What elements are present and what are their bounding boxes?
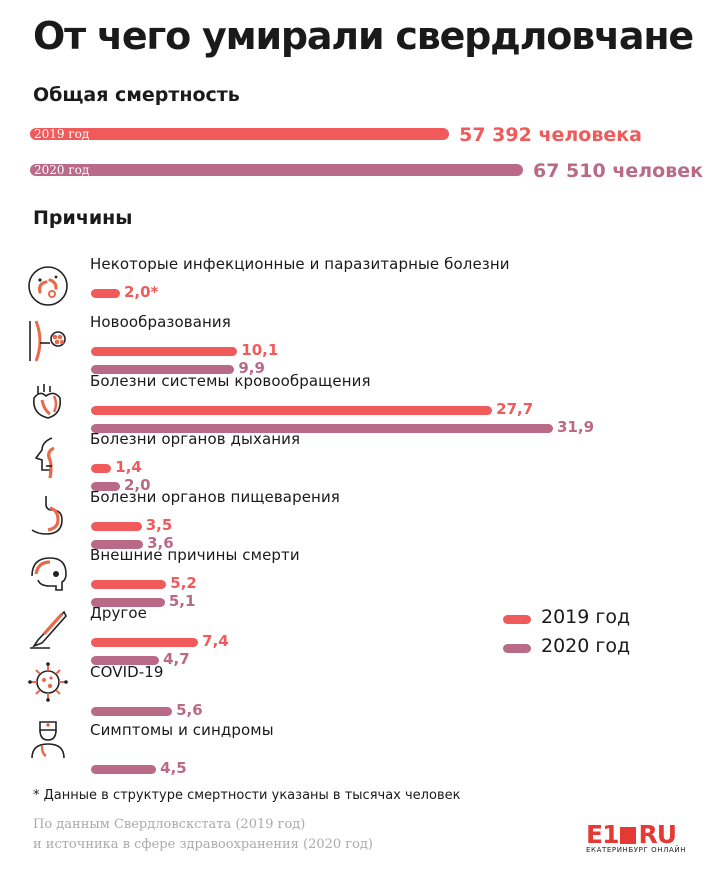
cause-label: Болезни органов пищеварения [90,488,340,506]
cause-label: COVID-19 [90,663,164,681]
bar-value-label: 4,7 [163,650,190,668]
skull-icon [26,552,70,596]
total-bar-1 [30,164,523,176]
total-value: 57 392 человека [459,124,642,146]
bar-value-label: 5,6 [176,701,203,719]
logo-main-text: E1 [586,820,619,849]
cause-label: Болезни органов дыхания [90,430,301,448]
cause-label: Симптомы и синдромы [90,721,274,739]
cause-label: Некоторые инфекционные и паразитарные бо… [90,255,510,273]
logo-subtitle: ЕКАТЕРИНБУРГ ОНЛАЙН [586,846,687,854]
footnote: * Данные в структуре смертности указаны … [33,788,461,803]
bar-2019 [91,522,142,531]
bar-value-label: 7,4 [202,632,229,650]
bar-value-label: 10,1 [241,341,279,359]
legend-label: 2020 год [541,635,631,657]
bar-2019 [91,580,167,589]
scalpel-icon [26,608,70,652]
bar-2020 [91,598,165,607]
total-year-label: 2020 год [34,163,90,177]
bar-value-label: 1,4 [115,458,142,476]
bar-2019 [91,406,493,415]
total-year-label: 2019 год [34,127,90,141]
bar-2020 [91,365,235,374]
cause-label: Новообразования [90,313,231,331]
cause-label: Болезни системы кровообращения [90,372,371,390]
total-bar-0 [30,128,450,140]
bar-value-label: 2,0 [123,476,151,494]
bar-value-label: 4,5 [160,759,187,777]
bar-2020 [91,765,157,774]
bar-value-label: 5,1 [168,592,196,610]
tumor-icon [26,319,70,363]
bar-value-label: 9,9 [238,359,265,377]
bar-2019 [91,464,112,473]
logo-ru-text: RU [638,820,677,849]
bar-2020 [91,482,120,491]
bar-2020 [91,656,160,665]
virus-icon [26,660,70,704]
bacteria-icon [26,264,70,308]
bar-value-label: 31,9 [557,418,595,436]
cause-label: Внешние причины смерти [90,546,300,564]
bar-2020 [91,707,173,716]
total-section-heading: Общая смертность [33,84,240,106]
bar-value-label: 3,6 [147,534,174,552]
doctor-icon [26,716,70,760]
total-value: 67 510 человек [533,160,704,182]
bar-value-label: 2,0* [123,283,159,301]
e1-logo: E1 RU ЕКАТЕРИНБУРГ ОНЛАЙН [586,820,686,854]
source-line-1: По данным Свердловскстата (2019 год) [33,817,306,832]
bar-2019 [91,638,199,647]
legend-label: 2019 год [541,606,631,628]
bar-2019 [91,347,238,356]
bar-2019 [91,289,120,298]
causes-heading: Причины [33,207,133,229]
heart-icon [26,378,70,422]
legend-swatch [503,615,531,624]
bar-2020 [91,540,144,549]
logo-box [620,827,637,844]
bar-value-label: 27,7 [496,400,534,418]
respiratory-icon [26,436,70,480]
legend-swatch [503,644,531,653]
page-title: От чего умирали свердловчане [33,14,694,58]
source-line-2: и источника в сфере здравоохранения (202… [33,837,374,852]
bar-value-label: 5,2 [170,574,197,592]
cause-label: Другое [90,604,148,622]
bar-2020 [91,424,553,433]
stomach-icon [26,494,70,538]
bar-value-label: 3,5 [145,516,173,534]
